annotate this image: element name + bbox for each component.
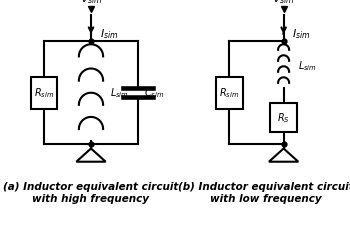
Text: $L_{sim}$: $L_{sim}$ (298, 59, 317, 73)
Text: $V_{sim}$: $V_{sim}$ (272, 0, 295, 6)
Text: $I_{sim}$: $I_{sim}$ (292, 27, 311, 41)
Bar (271, 103, 297, 132)
Text: $R_{sim}$: $R_{sim}$ (219, 86, 239, 100)
Text: $R_S$: $R_S$ (277, 111, 290, 125)
Text: (a) Inductor equivalent circuit
with high frequency: (a) Inductor equivalent circuit with hig… (3, 182, 179, 204)
Bar (216, 77, 243, 109)
Text: (b) Inductor equivalent circuit
with low frequency: (b) Inductor equivalent circuit with low… (178, 182, 350, 204)
Polygon shape (269, 148, 298, 162)
Polygon shape (76, 148, 106, 162)
Text: $L_{sim}$: $L_{sim}$ (110, 86, 129, 100)
Bar (31, 77, 57, 109)
Text: $V_{sim}$: $V_{sim}$ (79, 0, 103, 6)
Text: $I_{sim}$: $I_{sim}$ (100, 27, 118, 41)
Text: $R_{sim}$: $R_{sim}$ (34, 86, 54, 100)
Text: $C_{sim}$: $C_{sim}$ (144, 86, 164, 100)
